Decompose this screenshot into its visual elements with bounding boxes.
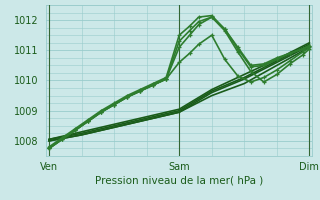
X-axis label: Pression niveau de la mer( hPa ): Pression niveau de la mer( hPa ) xyxy=(95,175,263,185)
